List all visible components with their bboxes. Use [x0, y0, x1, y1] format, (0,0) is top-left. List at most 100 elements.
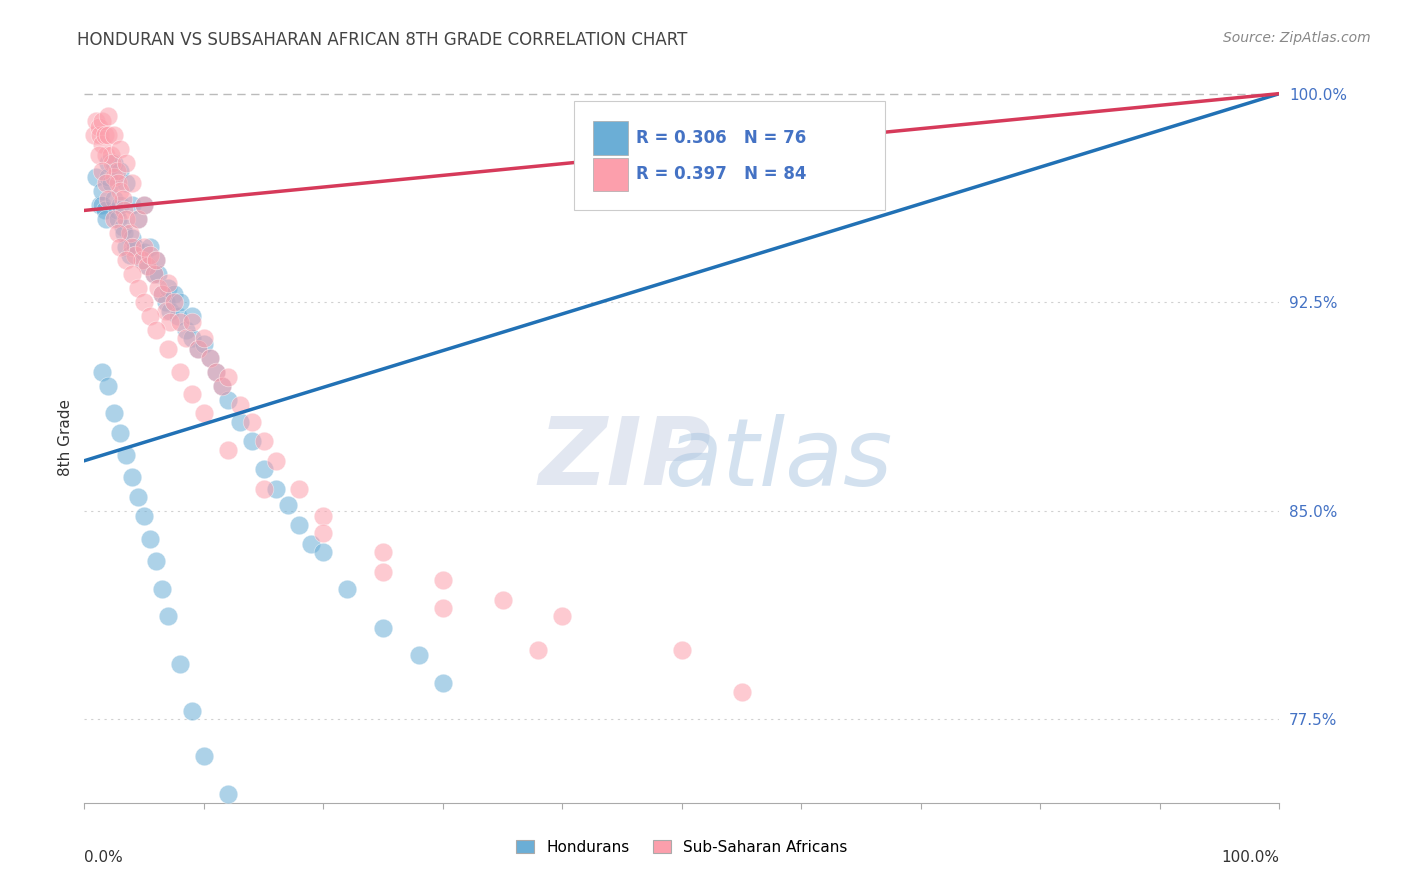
Point — [121, 176, 143, 190]
Point — [432, 601, 454, 615]
Point — [159, 315, 181, 329]
Point — [100, 176, 122, 190]
Point — [115, 156, 138, 170]
Point — [277, 498, 299, 512]
FancyBboxPatch shape — [593, 121, 628, 154]
Point — [87, 120, 110, 134]
Point — [87, 148, 110, 162]
Point — [93, 203, 115, 218]
Point — [181, 315, 204, 329]
Point — [118, 226, 141, 240]
Point — [169, 657, 191, 671]
Point — [205, 365, 228, 379]
Point — [132, 198, 156, 212]
Point — [94, 148, 117, 162]
Point — [193, 331, 215, 345]
Point — [91, 198, 114, 212]
Point — [150, 582, 173, 596]
Point — [731, 684, 754, 698]
FancyBboxPatch shape — [593, 158, 628, 191]
Point — [174, 331, 197, 345]
Point — [107, 226, 129, 240]
Point — [132, 245, 156, 260]
Point — [145, 253, 167, 268]
Point — [240, 415, 263, 429]
Point — [301, 537, 323, 551]
Point — [159, 303, 181, 318]
Point — [115, 253, 138, 268]
Point — [110, 184, 132, 198]
Point — [97, 169, 120, 184]
Point — [103, 169, 125, 184]
Point — [336, 582, 359, 596]
Point — [136, 259, 159, 273]
Point — [193, 337, 215, 351]
Point — [91, 184, 114, 198]
Point — [181, 704, 204, 718]
Point — [229, 415, 252, 429]
Point — [115, 448, 138, 462]
Point — [217, 442, 239, 457]
Point — [83, 128, 105, 143]
Point — [198, 351, 221, 365]
Point — [110, 164, 132, 178]
Point — [148, 281, 170, 295]
Point — [91, 164, 114, 178]
Point — [174, 323, 197, 337]
Point — [107, 176, 129, 190]
Point — [97, 378, 120, 392]
Point — [118, 248, 141, 262]
Point — [155, 303, 177, 318]
Point — [253, 482, 276, 496]
Point — [86, 114, 108, 128]
Text: 100.0%: 100.0% — [1222, 850, 1279, 865]
Point — [145, 554, 167, 568]
Point — [217, 392, 239, 407]
Point — [103, 156, 125, 170]
Point — [155, 295, 177, 310]
Point — [110, 425, 132, 440]
Point — [121, 470, 143, 484]
Point — [288, 517, 311, 532]
Point — [105, 164, 128, 178]
Point — [229, 398, 252, 412]
Point — [373, 621, 395, 635]
Point — [150, 286, 173, 301]
Point — [217, 370, 239, 384]
Legend: Hondurans, Sub-Saharan Africans: Hondurans, Sub-Saharan Africans — [510, 834, 853, 861]
Point — [112, 226, 135, 240]
Y-axis label: 8th Grade: 8th Grade — [58, 399, 73, 475]
Point — [132, 509, 156, 524]
Point — [264, 482, 287, 496]
Point — [671, 643, 693, 657]
Point — [432, 676, 454, 690]
Point — [139, 532, 162, 546]
Point — [157, 281, 180, 295]
Point — [121, 268, 143, 282]
Point — [127, 490, 149, 504]
Point — [132, 239, 156, 253]
Point — [91, 365, 114, 379]
Point — [110, 198, 132, 212]
Point — [181, 309, 204, 323]
Point — [527, 643, 550, 657]
Point — [127, 281, 149, 295]
Point — [492, 592, 515, 607]
Point — [432, 574, 454, 588]
Point — [127, 211, 149, 226]
Point — [253, 462, 276, 476]
Text: 0.0%: 0.0% — [84, 850, 124, 865]
Point — [169, 315, 191, 329]
Point — [211, 378, 233, 392]
Point — [111, 220, 134, 235]
Point — [131, 253, 153, 268]
Point — [121, 231, 143, 245]
Point — [211, 378, 233, 392]
Point — [150, 286, 173, 301]
Point — [240, 434, 263, 449]
Point — [112, 203, 135, 218]
Point — [91, 136, 114, 151]
Point — [551, 609, 574, 624]
Point — [193, 406, 215, 420]
Point — [253, 434, 276, 449]
